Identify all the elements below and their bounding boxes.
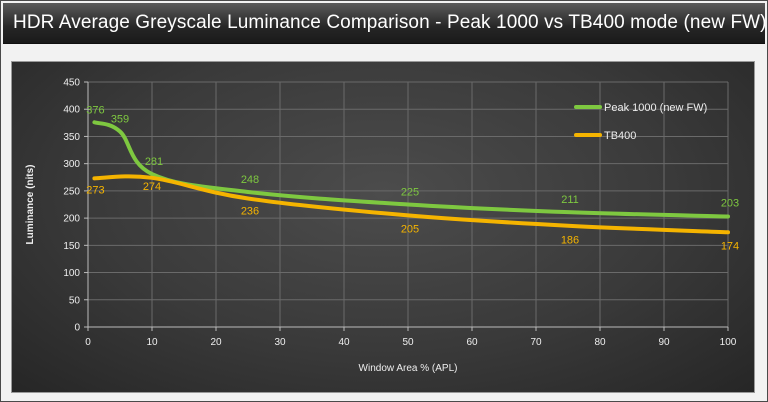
data-label: 281: [145, 156, 163, 168]
x-tick-label: 10: [146, 337, 158, 348]
y-tick-label: 400: [63, 105, 80, 116]
x-axis-title: Window Area % (APL): [359, 363, 458, 374]
data-label: 225: [401, 187, 419, 199]
data-label: 248: [241, 174, 259, 186]
x-tick-label: 80: [594, 337, 606, 348]
y-tick-label: 450: [63, 78, 80, 89]
y-tick-label: 0: [74, 323, 80, 334]
chart-title: HDR Average Greyscale Luminance Comparis…: [13, 12, 767, 33]
y-tick-label: 150: [63, 241, 80, 252]
data-label: 359: [111, 114, 129, 126]
y-tick-label: 200: [63, 214, 80, 225]
x-tick-label: 50: [402, 337, 414, 348]
data-label: 203: [721, 197, 739, 209]
title-bar: HDR Average Greyscale Luminance Comparis…: [3, 3, 767, 44]
y-tick-label: 300: [63, 159, 80, 170]
x-tick-label: 30: [274, 337, 286, 348]
y-tick-label: 100: [63, 268, 80, 279]
x-tick-label: 90: [658, 337, 670, 348]
x-tick-label: 100: [720, 337, 737, 348]
legend-label: Peak 1000 (new FW): [604, 102, 707, 114]
x-tick-label: 0: [85, 337, 91, 348]
data-label: 236: [241, 206, 259, 218]
x-tick-label: 60: [466, 337, 478, 348]
data-label: 274: [143, 181, 161, 193]
x-tick-label: 20: [210, 337, 222, 348]
legend-label: TB400: [604, 130, 636, 142]
series-line-1: [92, 174, 730, 235]
y-tick-label: 350: [63, 132, 80, 143]
y-tick-label: 50: [69, 295, 81, 306]
data-label: 376: [86, 104, 104, 116]
series-line-0: [92, 120, 730, 219]
x-tick-label: 40: [338, 337, 350, 348]
y-axis-title: Luminance (nits): [25, 164, 36, 244]
data-label: 186: [561, 235, 579, 247]
y-tick-label: 250: [63, 186, 80, 197]
data-label: 211: [561, 194, 579, 206]
data-label: 273: [86, 184, 104, 196]
x-tick-label: 70: [530, 337, 542, 348]
data-label: 205: [401, 223, 419, 235]
data-label: 174: [721, 240, 739, 252]
